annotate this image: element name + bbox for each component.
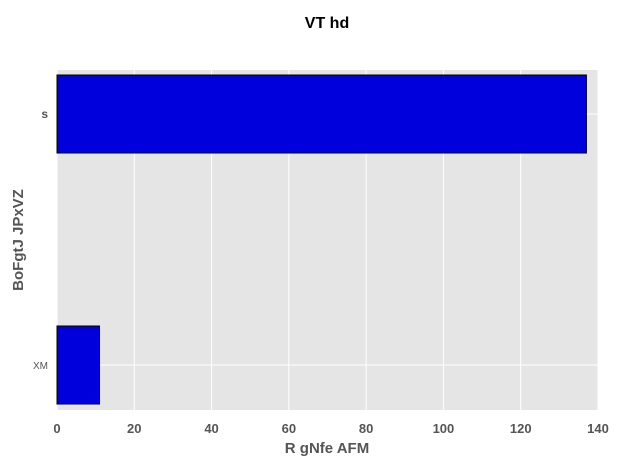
x-tick-label: 20 xyxy=(127,421,141,436)
x-axis-label: R gNfe AFM xyxy=(285,440,369,457)
bar-XM xyxy=(56,325,101,405)
x-tick-label: 120 xyxy=(510,421,532,436)
x-tick-label: 80 xyxy=(359,421,373,436)
x-tick-label: 60 xyxy=(282,421,296,436)
bars xyxy=(56,74,587,405)
x-tick-label: 40 xyxy=(204,421,218,436)
y-axis-ticks: XM s xyxy=(33,107,48,372)
x-axis-ticks: 0 20 40 60 80 100 120 140 xyxy=(53,421,608,436)
chart-title: VT hd xyxy=(305,15,349,32)
x-tick-label: 140 xyxy=(587,421,609,436)
y-tick-label: s xyxy=(41,107,48,121)
bar-s xyxy=(56,74,587,154)
y-tick-label: XM xyxy=(33,361,48,372)
x-tick-label: 0 xyxy=(53,421,60,436)
y-axis-label: BoFgtJ JPxVZ xyxy=(10,189,27,291)
x-tick-label: 100 xyxy=(433,421,455,436)
